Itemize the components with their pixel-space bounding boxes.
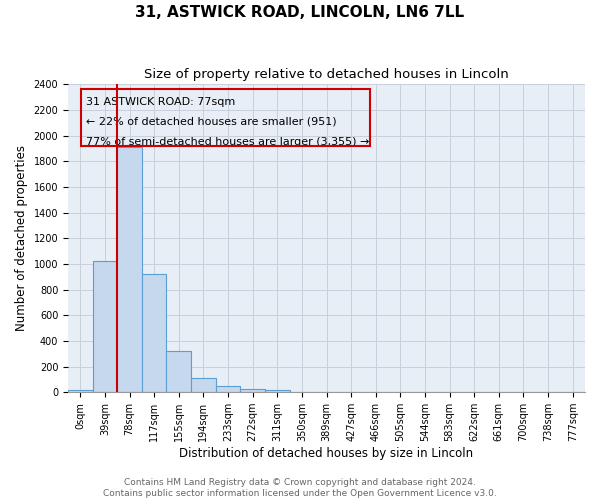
Text: 77% of semi-detached houses are larger (3,355) →: 77% of semi-detached houses are larger (… — [86, 137, 370, 147]
Bar — [166, 351, 191, 392]
Bar — [241, 388, 265, 392]
Bar — [191, 378, 216, 392]
Text: 31 ASTWICK ROAD: 77sqm: 31 ASTWICK ROAD: 77sqm — [86, 97, 235, 107]
X-axis label: Distribution of detached houses by size in Lincoln: Distribution of detached houses by size … — [179, 447, 473, 460]
Bar — [92, 262, 117, 392]
Bar — [117, 148, 142, 392]
Title: Size of property relative to detached houses in Lincoln: Size of property relative to detached ho… — [144, 68, 509, 80]
Text: 31, ASTWICK ROAD, LINCOLN, LN6 7LL: 31, ASTWICK ROAD, LINCOLN, LN6 7LL — [136, 5, 464, 20]
Bar — [265, 390, 290, 392]
Bar — [142, 274, 166, 392]
Bar — [68, 390, 92, 392]
Text: ← 22% of detached houses are smaller (951): ← 22% of detached houses are smaller (95… — [86, 117, 337, 127]
Text: Contains HM Land Registry data © Crown copyright and database right 2024.
Contai: Contains HM Land Registry data © Crown c… — [103, 478, 497, 498]
Bar — [216, 386, 241, 392]
Y-axis label: Number of detached properties: Number of detached properties — [15, 146, 28, 332]
